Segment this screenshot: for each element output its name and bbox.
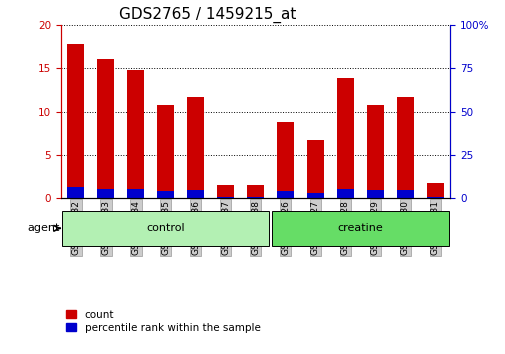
Bar	[187, 190, 204, 198]
Bar	[187, 97, 204, 198]
Bar	[307, 140, 323, 198]
Text: GSM115531: GSM115531	[430, 200, 439, 255]
Bar	[127, 70, 143, 198]
Text: GSM115533: GSM115533	[101, 200, 110, 255]
Text: GSM115535: GSM115535	[161, 200, 170, 255]
Bar	[217, 197, 233, 198]
Text: agent: agent	[28, 223, 60, 233]
Bar	[247, 196, 263, 198]
Bar	[247, 185, 263, 198]
Bar	[217, 185, 233, 198]
Text: GSM115538: GSM115538	[250, 200, 260, 255]
Text: GSM115526: GSM115526	[280, 200, 289, 255]
Text: GSM115530: GSM115530	[400, 200, 409, 255]
Bar	[396, 97, 413, 198]
Text: GSM115536: GSM115536	[191, 200, 199, 255]
Bar	[157, 105, 174, 198]
Bar	[67, 188, 84, 198]
Text: GSM115528: GSM115528	[340, 200, 349, 255]
Bar	[426, 183, 443, 198]
Bar	[157, 190, 174, 198]
Bar	[97, 59, 114, 198]
Legend: count, percentile rank within the sample: count, percentile rank within the sample	[66, 310, 260, 333]
Text: GSM115529: GSM115529	[370, 200, 379, 255]
Bar	[396, 190, 413, 198]
Bar	[426, 197, 443, 198]
Bar	[67, 44, 84, 198]
FancyBboxPatch shape	[272, 211, 448, 246]
Text: GDS2765 / 1459215_at: GDS2765 / 1459215_at	[119, 7, 296, 23]
Bar	[367, 105, 383, 198]
Text: control: control	[146, 223, 184, 233]
Bar	[367, 190, 383, 198]
Text: GSM115534: GSM115534	[131, 200, 140, 255]
Bar	[336, 189, 353, 198]
Text: GSM115532: GSM115532	[71, 200, 80, 255]
Bar	[97, 189, 114, 198]
Text: GSM115527: GSM115527	[311, 200, 319, 255]
Bar	[277, 191, 293, 198]
Text: GSM115537: GSM115537	[221, 200, 230, 255]
Bar	[127, 189, 143, 198]
FancyBboxPatch shape	[62, 211, 269, 246]
Text: creatine: creatine	[337, 223, 383, 233]
Bar	[277, 122, 293, 198]
Bar	[336, 78, 353, 198]
Bar	[307, 193, 323, 198]
